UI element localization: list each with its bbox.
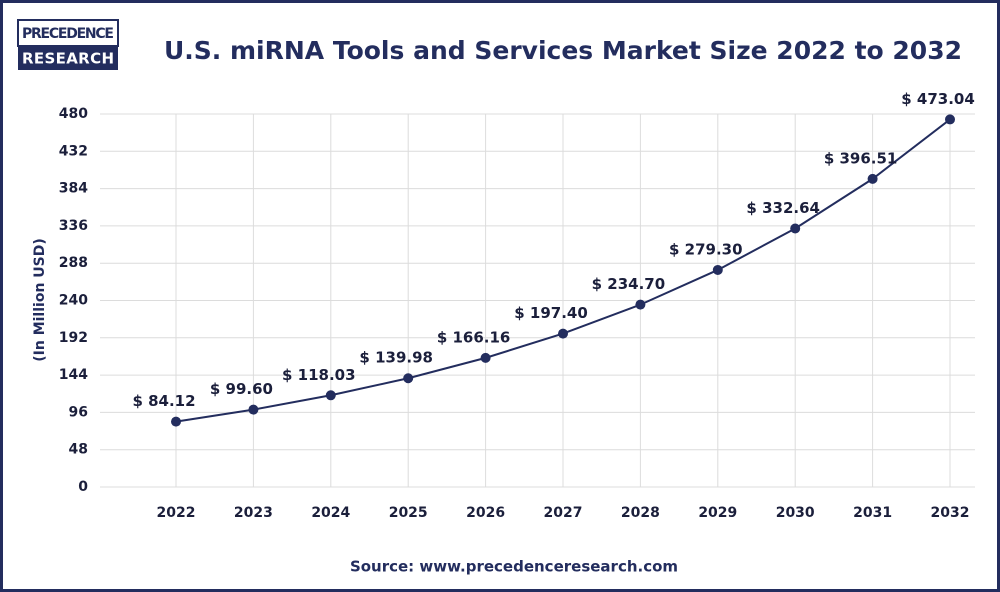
data-label: $ 139.98 — [359, 349, 433, 367]
marker — [480, 352, 491, 363]
data-label: $ 197.40 — [514, 304, 588, 322]
marker — [248, 404, 259, 415]
x-tick-label: 2032 — [931, 505, 970, 521]
data-label: $ 234.70 — [592, 275, 666, 293]
data-label: $ 279.30 — [669, 240, 743, 258]
y-tick-label: 336 — [59, 218, 88, 234]
x-tick-label: 2030 — [776, 505, 815, 521]
marker — [945, 114, 955, 125]
y-tick-label: 48 — [69, 442, 88, 458]
x-tick-label: 2022 — [157, 505, 196, 521]
y-tick-label: 288 — [59, 255, 88, 271]
x-tick-label: 2023 — [234, 505, 273, 521]
y-tick-label: 144 — [59, 367, 88, 383]
marker — [403, 373, 414, 384]
x-tick-label: 2025 — [389, 505, 428, 521]
y-tick-label: 96 — [69, 404, 88, 420]
marker — [558, 328, 568, 339]
x-tick-label: 2024 — [311, 505, 350, 521]
marker — [867, 173, 878, 184]
data-label: $ 84.12 — [132, 392, 195, 410]
y-tick-label: 480 — [59, 106, 88, 122]
y-tick-label: 432 — [59, 143, 88, 159]
logo-text: PRECEDENCE — [22, 26, 114, 42]
marker — [635, 299, 646, 310]
marker — [790, 223, 801, 234]
y-tick-label: 240 — [59, 293, 88, 309]
data-label: $ 332.64 — [746, 199, 820, 217]
data-label: $ 118.03 — [282, 366, 356, 384]
marker — [325, 390, 336, 401]
x-tick-label: 2029 — [698, 505, 737, 521]
chart-title: U.S. miRNA Tools and Services Market Siz… — [164, 36, 962, 65]
marker — [171, 416, 181, 427]
data-label: $ 99.60 — [210, 380, 273, 398]
x-tick-label: 2027 — [544, 505, 583, 521]
y-axis-label: (In Million USD) — [32, 238, 48, 362]
data-label: $ 473.04 — [901, 90, 975, 108]
data-label: $ 396.51 — [824, 149, 898, 167]
logo-text: RESEARCH — [22, 50, 114, 68]
x-tick-label: 2028 — [621, 505, 660, 521]
logo-box — [18, 46, 118, 70]
x-tick-label: 2026 — [466, 505, 505, 521]
x-tick-label: 2031 — [853, 505, 892, 521]
y-tick-label: 384 — [59, 181, 88, 197]
source: Source: www.precedenceresearch.com — [350, 558, 678, 576]
y-tick-label: 192 — [59, 330, 88, 346]
y-tick-label: 0 — [78, 479, 88, 495]
data-label: $ 166.16 — [437, 328, 511, 346]
marker — [712, 264, 723, 275]
